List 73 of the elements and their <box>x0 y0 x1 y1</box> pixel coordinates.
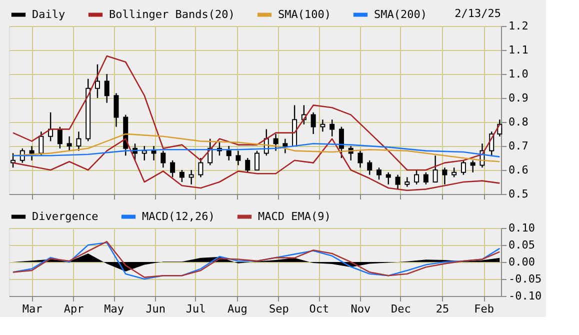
y-tick-label: 0.00 <box>508 256 535 268</box>
x-tick-label: Sep <box>269 302 289 316</box>
candlestick <box>460 160 466 176</box>
x-tick-label: Apr <box>64 302 84 316</box>
candlestick <box>367 160 372 176</box>
line-series <box>12 142 500 158</box>
candlestick <box>330 119 335 137</box>
legend-label: SMA(200) <box>374 8 427 21</box>
y-tick-label: 0.5 <box>508 188 528 200</box>
candlestick <box>38 131 44 156</box>
legend-label: SMA(100) <box>278 8 331 21</box>
y-tick-label: 1.0 <box>508 68 528 80</box>
candlestick <box>310 112 316 135</box>
candlestick <box>395 174 400 190</box>
candlestick <box>151 145 156 161</box>
candlestick <box>442 167 448 185</box>
candlestick <box>170 160 176 178</box>
legend-label: MACD(12,26) <box>142 210 215 223</box>
legend-label: Divergence <box>32 210 98 223</box>
line-series <box>12 138 500 192</box>
candlestick <box>245 157 250 173</box>
candlestick <box>57 126 62 149</box>
y-tick-label: -0.05 <box>508 272 542 286</box>
y-tick-label: 0.10 <box>508 222 535 234</box>
y-tick-label: 0.8 <box>508 116 528 128</box>
x-tick-label: Oct <box>309 302 330 316</box>
candlestick <box>320 119 326 132</box>
x-tick-label: 25 <box>436 302 450 316</box>
x-tick-label: Aug <box>227 302 248 316</box>
candlestick <box>376 167 382 180</box>
candlestick <box>198 157 204 178</box>
candlestick <box>94 64 100 99</box>
candlestick <box>386 172 391 185</box>
candlestick <box>470 160 476 173</box>
y-tick-label: 0.6 <box>508 164 528 176</box>
y-tick-label: 0.7 <box>508 140 528 152</box>
candlestick <box>282 138 288 154</box>
candlestick <box>76 131 82 152</box>
x-tick-label: May <box>104 302 124 316</box>
candlestick <box>29 145 34 161</box>
legend-label: MACD EMA(9) <box>258 210 331 223</box>
candlestick <box>66 136 72 152</box>
candlestick <box>423 172 428 185</box>
y-tick-label: 1.2 <box>508 20 528 32</box>
candlestick <box>114 92 119 128</box>
candlestick <box>414 169 420 185</box>
y-tick-label: -0.10 <box>508 290 542 302</box>
candlestick <box>452 167 457 178</box>
candlestick <box>254 150 260 171</box>
x-tick-label: Feb <box>474 302 494 316</box>
candlestick <box>404 176 410 188</box>
candlestick <box>104 73 110 104</box>
legend-label: Daily <box>32 8 66 21</box>
candlestick <box>273 133 278 152</box>
x-tick-label: Jul <box>186 302 206 316</box>
candlestick <box>338 126 344 159</box>
x-tick-label: Nov <box>350 302 372 316</box>
candlestick <box>188 169 194 185</box>
candlestick <box>179 169 184 183</box>
candlestick <box>358 150 363 168</box>
x-tick-label: Jun <box>146 302 166 316</box>
x-tick-label: Dec <box>391 302 411 316</box>
text: 2/13/25 <box>454 7 501 20</box>
y-tick-label: 0.9 <box>508 92 528 104</box>
candlestick <box>160 150 166 168</box>
y-tick-label: 0.05 <box>508 238 535 252</box>
candlestick <box>236 150 241 166</box>
candlestick <box>10 152 16 168</box>
x-tick-label: Mar <box>22 302 43 316</box>
candlestick <box>226 145 232 161</box>
candlestick <box>432 155 438 183</box>
y-tick-label: 1.1 <box>508 44 528 56</box>
legend-label: Bollinger Bands(20) <box>109 8 235 21</box>
